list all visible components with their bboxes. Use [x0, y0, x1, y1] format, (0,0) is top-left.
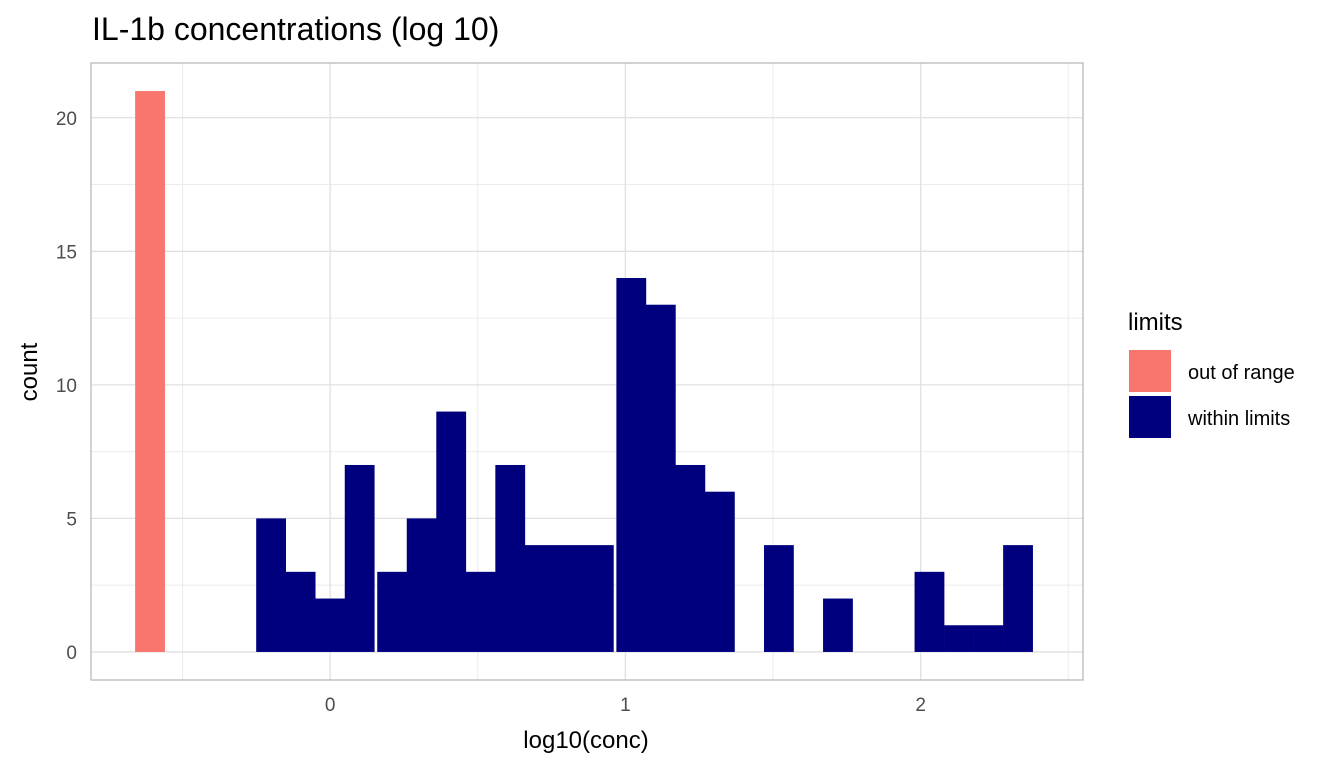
y-tick-label: 15: [56, 242, 77, 263]
x-tick-label: 0: [325, 695, 336, 716]
bar-within-limits: [944, 625, 974, 652]
bar-out-of-range: [135, 91, 165, 652]
bar-within-limits: [973, 625, 1004, 652]
bar-within-limits: [763, 545, 794, 652]
bar-within-limits: [344, 464, 375, 652]
x-axis-title: log10(conc): [523, 727, 648, 754]
y-axis-title: count: [16, 342, 43, 401]
chart-title: IL-1b concentrations (log 10): [92, 11, 499, 47]
bar-within-limits: [583, 545, 614, 652]
legend: limits out of range within limits: [1128, 309, 1295, 438]
legend-label-within-limits: within limits: [1187, 408, 1290, 430]
panel-border: [90, 62, 1084, 681]
y-tick-label: 20: [56, 109, 77, 130]
bar-within-limits: [1003, 545, 1033, 652]
x-tick-label: 2: [915, 695, 926, 716]
bar-within-limits: [524, 545, 555, 652]
bar-within-limits: [616, 278, 647, 652]
legend-label-out-of-range: out of range: [1188, 362, 1295, 384]
histogram-bars: [135, 91, 1033, 652]
legend-title: limits: [1128, 309, 1183, 336]
legend-swatch-within-limits: [1129, 396, 1171, 438]
bar-within-limits: [914, 571, 945, 652]
bar-within-limits: [315, 598, 346, 652]
y-tick-label: 5: [66, 509, 77, 530]
bar-within-limits: [256, 518, 287, 652]
bar-within-limits: [285, 571, 316, 652]
y-tick-label: 10: [56, 376, 77, 397]
bar-within-limits: [406, 518, 437, 652]
bar-within-limits: [823, 598, 853, 652]
bar-within-limits: [495, 464, 526, 652]
y-axis-ticks: 0 5 10 15 20: [56, 109, 77, 664]
x-tick-label: 1: [620, 695, 631, 716]
bar-within-limits: [465, 571, 496, 652]
bar-within-limits: [377, 571, 408, 652]
bar-within-limits: [554, 545, 585, 652]
plot-panel: [90, 62, 1084, 681]
bar-within-limits: [645, 304, 676, 652]
bar-within-limits: [704, 491, 735, 652]
legend-swatch-out-of-range: [1129, 350, 1171, 392]
bar-within-limits: [436, 411, 467, 652]
x-axis-ticks: 0 1 2: [325, 695, 926, 716]
y-tick-label: 0: [66, 643, 77, 664]
bar-within-limits: [675, 464, 706, 652]
